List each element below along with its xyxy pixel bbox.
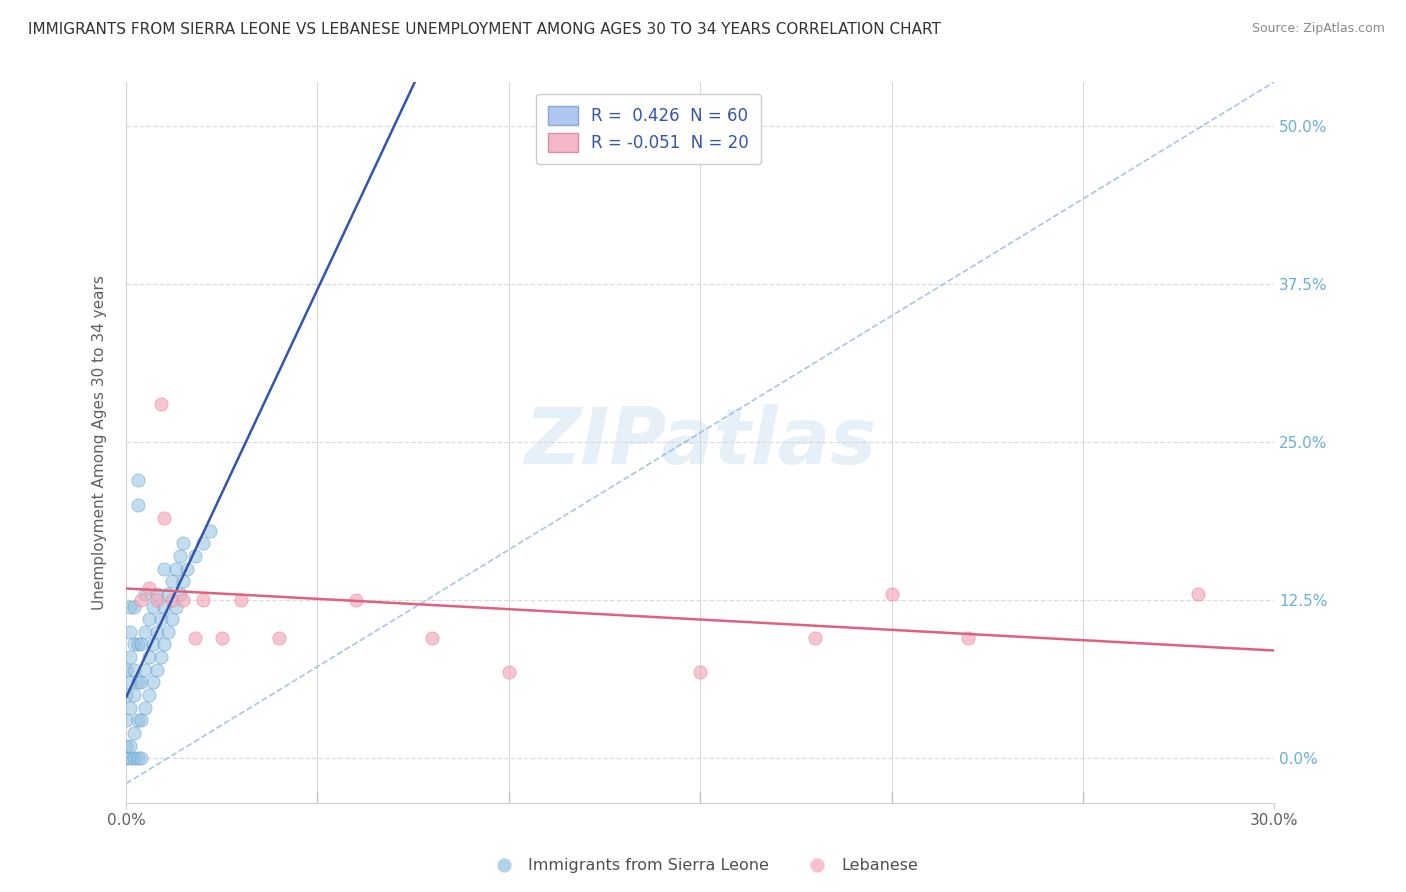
Point	[142, 675, 165, 690]
Point	[131, 638, 153, 652]
Point	[122, 638, 145, 652]
Point	[131, 714, 153, 728]
Point	[115, 739, 138, 753]
Point	[127, 714, 149, 728]
Point	[118, 739, 141, 753]
Point	[153, 638, 176, 652]
Point	[160, 574, 183, 589]
Point	[211, 631, 233, 645]
Point	[165, 561, 187, 575]
Point	[138, 650, 160, 665]
Point	[134, 700, 156, 714]
Point	[191, 593, 214, 607]
Point	[118, 700, 141, 714]
Point	[149, 650, 172, 665]
Legend: Immigrants from Sierra Leone, Lebanese: Immigrants from Sierra Leone, Lebanese	[482, 852, 924, 880]
Point	[269, 631, 291, 645]
Point	[420, 631, 443, 645]
Point	[122, 726, 145, 740]
Point	[131, 751, 153, 765]
Point	[134, 624, 156, 639]
Point	[115, 751, 138, 765]
Point	[134, 663, 156, 677]
Text: Source: ZipAtlas.com: Source: ZipAtlas.com	[1251, 22, 1385, 36]
Point	[689, 665, 711, 680]
Point	[153, 599, 176, 614]
Point	[138, 612, 160, 626]
Point	[115, 688, 138, 702]
Point	[173, 593, 195, 607]
Point	[115, 663, 138, 677]
Point	[957, 631, 980, 645]
Point	[145, 663, 167, 677]
Point	[122, 663, 145, 677]
Point	[145, 624, 167, 639]
Point	[118, 650, 141, 665]
Point	[142, 599, 165, 614]
Point	[184, 631, 207, 645]
Text: IMMIGRANTS FROM SIERRA LEONE VS LEBANESE UNEMPLOYMENT AMONG AGES 30 TO 34 YEARS : IMMIGRANTS FROM SIERRA LEONE VS LEBANESE…	[28, 22, 941, 37]
Point	[138, 581, 160, 595]
Point	[184, 549, 207, 563]
Point	[115, 714, 138, 728]
Text: ZIPatlas: ZIPatlas	[524, 404, 876, 480]
Point	[127, 499, 149, 513]
Point	[145, 587, 167, 601]
Point	[122, 599, 145, 614]
Point	[157, 587, 180, 601]
Point	[176, 561, 198, 575]
Point	[229, 593, 252, 607]
Point	[122, 751, 145, 765]
Point	[127, 473, 149, 487]
Point	[169, 549, 191, 563]
Point	[127, 751, 149, 765]
Point	[157, 624, 180, 639]
Point	[149, 397, 172, 411]
Point	[200, 524, 222, 538]
Point	[118, 751, 141, 765]
Point	[131, 675, 153, 690]
Point	[169, 587, 191, 601]
Point	[131, 593, 153, 607]
Point	[118, 675, 141, 690]
Point	[134, 587, 156, 601]
Point	[173, 574, 195, 589]
Point	[122, 688, 145, 702]
Point	[142, 638, 165, 652]
Point	[160, 612, 183, 626]
Point	[127, 638, 149, 652]
Point	[153, 561, 176, 575]
Point	[165, 599, 187, 614]
Point	[138, 688, 160, 702]
Point	[160, 593, 183, 607]
Point	[344, 593, 367, 607]
Point	[145, 593, 167, 607]
Legend: R =  0.426  N = 60, R = -0.051  N = 20: R = 0.426 N = 60, R = -0.051 N = 20	[536, 94, 761, 164]
Point	[191, 536, 214, 550]
Point	[880, 587, 903, 601]
Y-axis label: Unemployment Among Ages 30 to 34 years: Unemployment Among Ages 30 to 34 years	[93, 275, 107, 609]
Point	[118, 624, 141, 639]
Point	[498, 665, 520, 680]
Point	[173, 536, 195, 550]
Point	[804, 631, 827, 645]
Point	[153, 511, 176, 525]
Point	[1187, 587, 1209, 601]
Point	[118, 599, 141, 614]
Point	[127, 675, 149, 690]
Point	[149, 612, 172, 626]
